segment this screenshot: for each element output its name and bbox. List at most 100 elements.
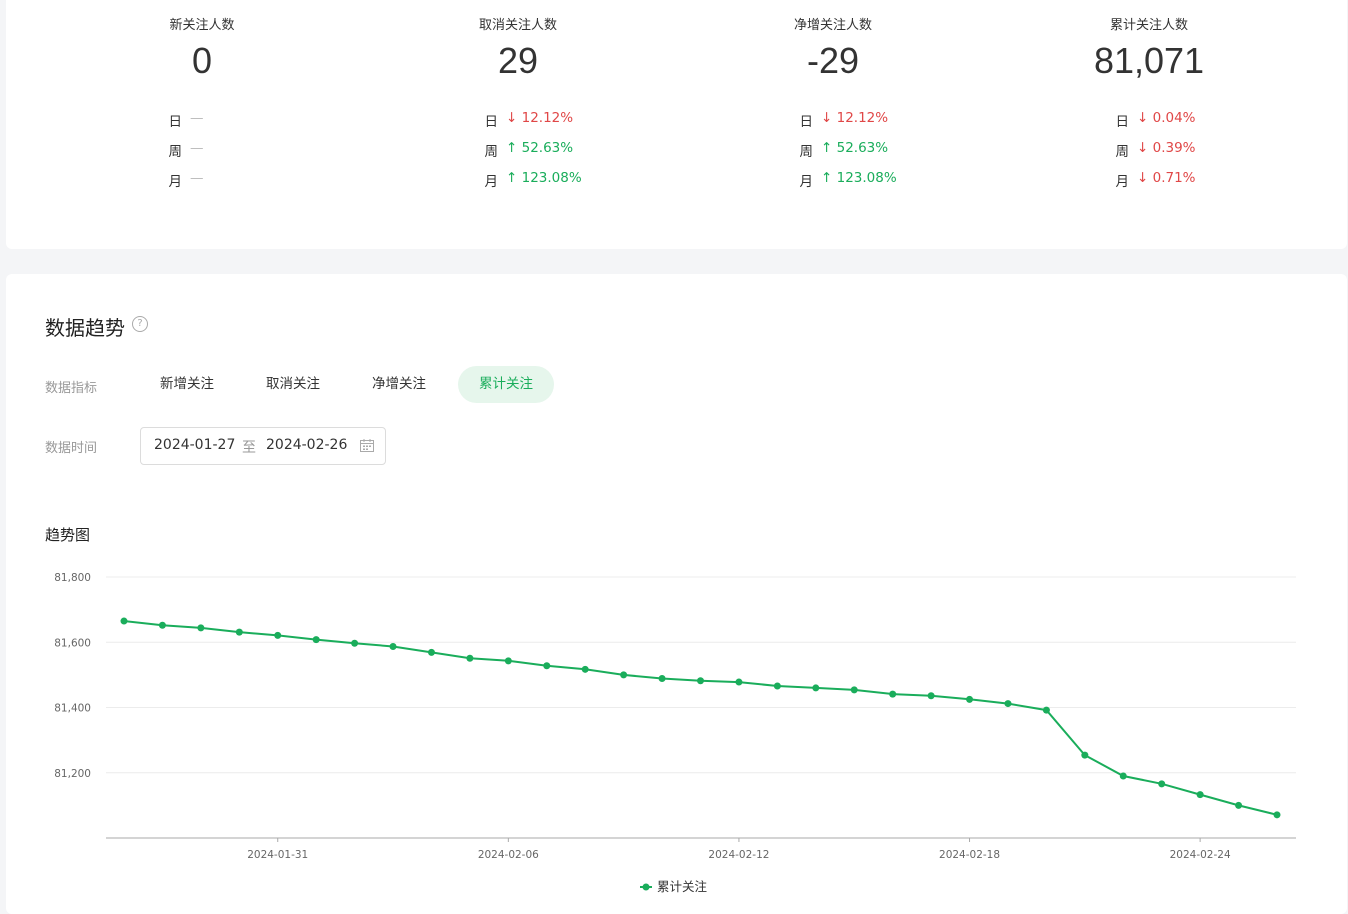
x-tick-label: 2024-01-31 [247,849,308,861]
comparison-label: 周 [168,144,183,160]
stat-value: -29 [806,40,860,81]
data-point [735,678,743,686]
comparison-value: ↓ 0.39% [1137,140,1196,156]
comparison-label: 月 [799,174,814,190]
data-point [543,662,551,670]
series-line [123,620,1278,816]
x-tick-label: 2024-02-12 [708,849,769,861]
data-point [1042,706,1050,714]
comparison-value: ↓ 0.71% [1137,170,1196,186]
comparison-value: — [190,170,204,186]
y-tick-label: 81,400 [54,703,91,715]
data-point [927,692,935,700]
comparison-value: — [190,140,204,156]
data-point [1235,801,1243,809]
date-range-picker[interactable]: 2024-01-27 至 2024-02-26 [140,427,386,465]
stat-value: 0 [191,40,213,81]
data-point [581,665,589,673]
calendar-icon[interactable] [360,439,374,452]
comparison-label: 月 [484,174,499,190]
comparison-value: — [190,110,204,126]
comparison-label: 周 [799,144,814,160]
comparison-week: 周 ↑ 52.63% [713,140,953,160]
x-tick-label: 2024-02-06 [478,849,539,861]
comparison-value: ↑ 52.63% [506,140,574,156]
data-point [274,631,282,639]
legend-marker [642,883,650,891]
data-point [620,671,628,679]
metric-tab-unfollow[interactable]: 取消关注 [266,376,320,392]
data-point [312,636,320,644]
data-point [427,648,435,656]
comparison-value: ↑ 52.63% [821,140,889,156]
comparison-week: 周 — [82,140,322,160]
x-tick-label: 2024-02-24 [1170,849,1231,861]
comparison-label: 日 [484,114,499,130]
comparison-value: ↑ 123.08% [821,170,897,186]
data-point [466,654,474,662]
metric-tab-total[interactable]: 累计关注 [458,366,554,403]
data-point [1158,780,1166,788]
x-tick-label: 2024-02-18 [939,849,1000,861]
date-separator: 至 [242,440,256,456]
comparison-day: 日 ↓ 12.12% [713,110,953,130]
comparison-week: 周 ↓ 0.39% [1029,140,1269,160]
stat-title: 取消关注人数 [478,18,557,33]
comparison-label: 月 [168,174,183,190]
question-circle-icon[interactable]: ? [132,316,148,332]
comparison-value: ↓ 12.12% [821,110,889,126]
comparison-week: 周 ↑ 52.63% [398,140,638,160]
date-start-input[interactable]: 2024-01-27 [154,437,236,453]
date-end-input[interactable]: 2024-02-26 [266,437,348,453]
data-point [966,695,974,703]
trend-card: 数据趋势 ? 数据指标 新增关注 取消关注 净增关注 累计关注 数据时间 202… [6,274,1347,914]
section-title: 数据趋势 [45,316,125,340]
time-filter-label: 数据时间 [45,441,98,456]
stat-title: 净增关注人数 [793,18,872,33]
data-point [235,628,243,636]
comparison-value: ↑ 123.08% [506,170,582,186]
chart-series [120,617,1281,819]
stat-value: 29 [497,40,539,81]
data-point [1196,791,1204,799]
data-point [158,621,166,629]
stats-card: 新关注人数 0 日 — 周 — 月 — 取消关注人数 29 日 ↓ 12.12%… [6,0,1347,249]
comparison-month: 月 ↑ 123.08% [713,170,953,190]
data-point [197,624,205,632]
chart-legend: 累计关注 [640,879,708,894]
stat-title: 新关注人数 [169,18,235,33]
legend-label: 累计关注 [657,879,708,894]
comparison-month: 月 — [82,170,322,190]
comparison-value: ↓ 12.12% [506,110,574,126]
comparison-label: 周 [484,144,499,160]
data-point [889,690,897,698]
comparison-day: 日 ↓ 0.04% [1029,110,1269,130]
stat-value: 81,071 [1093,40,1205,81]
data-point [1004,700,1012,708]
comparison-label: 日 [168,114,183,130]
comparison-month: 月 ↑ 123.08% [398,170,638,190]
comparison-label: 日 [799,114,814,130]
data-point [812,684,820,692]
comparison-label: 周 [1115,144,1130,160]
data-point [773,682,781,690]
y-tick-label: 81,600 [54,637,91,649]
data-point [389,642,397,650]
chart-title: 趋势图 [45,526,91,544]
y-tick-label: 81,800 [54,572,91,584]
metric-tab-new[interactable]: 新增关注 [160,376,214,392]
stat-title: 累计关注人数 [1109,18,1188,33]
metric-filter-label: 数据指标 [45,381,98,396]
data-point [504,657,512,665]
data-point [1119,772,1127,780]
data-point [1273,811,1281,819]
comparison-value: ↓ 0.04% [1137,110,1196,126]
metric-tab-net[interactable]: 净增关注 [372,376,426,392]
comparison-label: 日 [1115,114,1130,130]
data-point [351,639,359,647]
comparison-day: 日 ↓ 12.12% [398,110,638,130]
data-point [120,617,128,625]
data-point [697,677,704,685]
comparison-label: 月 [1115,174,1130,190]
